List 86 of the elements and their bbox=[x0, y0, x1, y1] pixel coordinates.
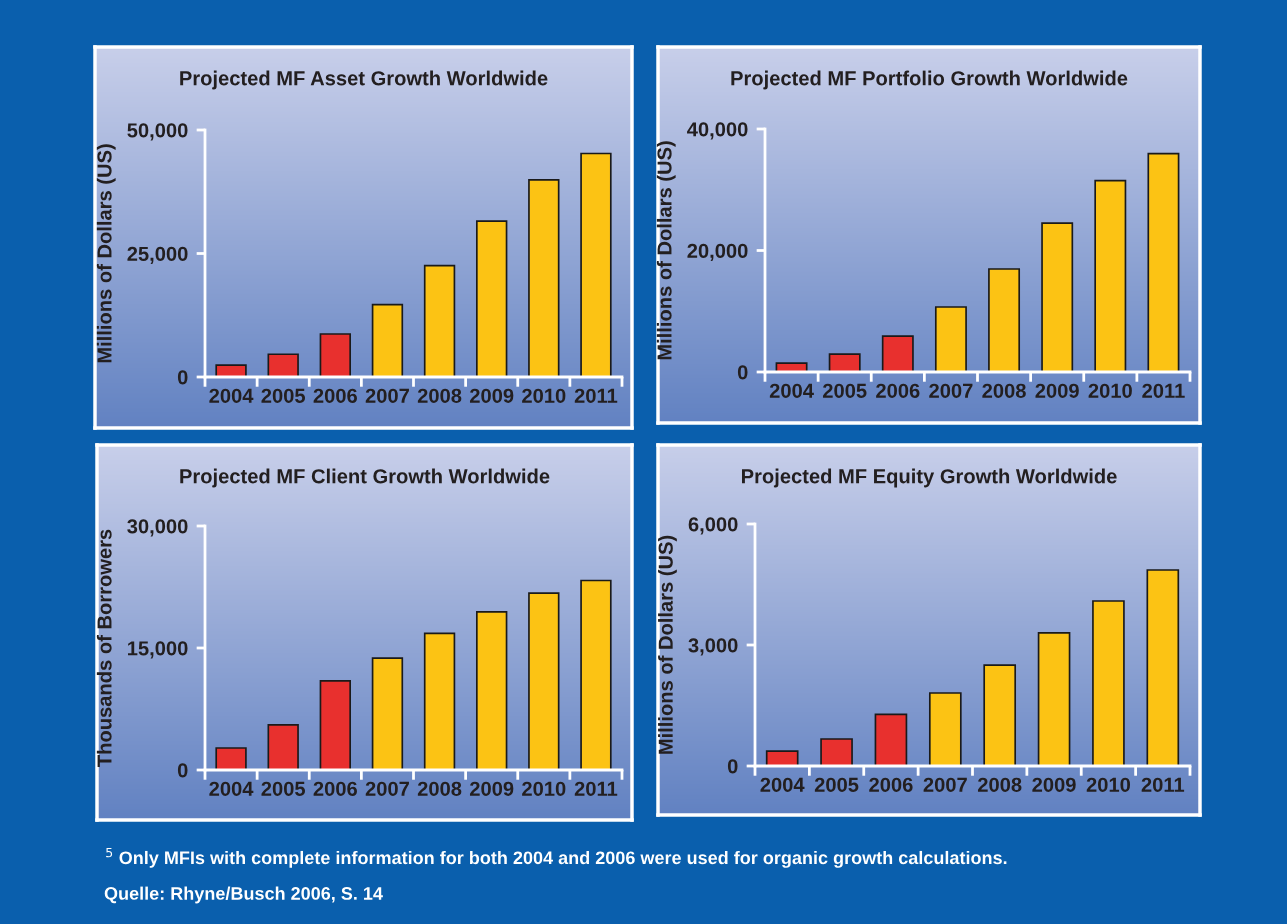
x-tick-label: 2004 bbox=[209, 781, 254, 796]
y-tick-label: 50,000 bbox=[127, 123, 188, 141]
x-tick-label: 2008 bbox=[417, 781, 462, 796]
x-tick-label: 2009 bbox=[469, 388, 514, 403]
x-tick-label: 2006 bbox=[313, 781, 357, 796]
bar bbox=[267, 724, 299, 770]
bar bbox=[319, 333, 352, 377]
source-note: Quelle: Rhyne/Busch 2006, S. 14 bbox=[104, 886, 383, 904]
bar bbox=[828, 353, 861, 372]
x-tick-label: 2005 bbox=[814, 777, 859, 792]
bar bbox=[267, 353, 299, 377]
y-tick-label: 20,000 bbox=[687, 243, 748, 261]
bar bbox=[1146, 569, 1180, 766]
bar bbox=[775, 362, 808, 372]
bar bbox=[580, 152, 612, 377]
bar bbox=[215, 747, 247, 770]
x-tick-label: 2011 bbox=[1142, 383, 1185, 398]
bar bbox=[1041, 222, 1074, 372]
bar bbox=[423, 264, 456, 377]
x-tick-label: 2004 bbox=[760, 777, 805, 792]
x-tick-label: 2009 bbox=[469, 781, 514, 796]
bar bbox=[881, 335, 914, 372]
y-tick-label: 15,000 bbox=[128, 641, 188, 659]
bar bbox=[988, 268, 1021, 372]
bar bbox=[580, 579, 612, 770]
x-tick-label: 2011 bbox=[574, 388, 618, 403]
y-tick-label: 30,000 bbox=[127, 519, 188, 537]
bar bbox=[528, 179, 560, 377]
x-tick-label: 2011 bbox=[574, 781, 618, 796]
bar bbox=[820, 738, 853, 766]
y-tick-label: 40,000 bbox=[687, 122, 748, 140]
chart-title: Projected MF Client Growth Worldwide bbox=[180, 468, 550, 488]
bar bbox=[1037, 632, 1071, 766]
bar bbox=[371, 303, 404, 377]
y-tick-label: 6,000 bbox=[688, 517, 738, 535]
x-tick-label: 2011 bbox=[1141, 777, 1185, 792]
bar bbox=[983, 664, 1017, 766]
x-tick-label: 2004 bbox=[209, 388, 254, 403]
bar bbox=[928, 692, 962, 766]
bar bbox=[934, 306, 967, 372]
x-tick-label: 2007 bbox=[365, 781, 409, 796]
x-tick-label: 2005 bbox=[261, 388, 306, 403]
x-tick-label: 2006 bbox=[876, 383, 920, 398]
bar bbox=[475, 610, 508, 770]
x-tick-label: 2004 bbox=[769, 383, 814, 398]
x-tick-label: 2007 bbox=[365, 388, 409, 403]
bar bbox=[215, 364, 247, 377]
x-tick-label: 2005 bbox=[261, 781, 306, 796]
y-tick-label: 25,000 bbox=[127, 246, 188, 264]
x-tick-label: 2006 bbox=[313, 388, 357, 403]
x-tick-label: 2008 bbox=[417, 388, 462, 403]
x-tick-label: 2008 bbox=[982, 383, 1026, 398]
chart-title: Projected MF Equity Growth Worldwide bbox=[742, 468, 1117, 488]
chart-title: Projected MF Portfolio Growth Worldwide bbox=[731, 70, 1128, 90]
bar bbox=[319, 680, 352, 770]
y-tick-label: 0 bbox=[177, 370, 188, 385]
text: $^{5}$ Only MFIs with complete information for both 2004 and 2006 were used for organic growth calculations. bbox=[106, 847, 1007, 868]
x-tick-label: 2010 bbox=[1088, 383, 1132, 398]
bar bbox=[528, 592, 560, 770]
y-axis-title: Millions of Dollars (US) bbox=[658, 535, 677, 754]
y-axis-title: Millions of Dollars (US) bbox=[96, 144, 116, 363]
x-tick-label: 2010 bbox=[1086, 777, 1131, 792]
y-tick-label: 0 bbox=[737, 365, 748, 380]
y-tick-label: 0 bbox=[177, 763, 188, 778]
bar bbox=[1094, 179, 1127, 372]
chart-title: Projected MF Asset Growth Worldwide bbox=[180, 70, 548, 90]
x-tick-label: 2010 bbox=[522, 781, 566, 796]
bar bbox=[874, 713, 908, 766]
x-tick-label: 2008 bbox=[977, 777, 1022, 792]
y-tick-label: 3,000 bbox=[688, 638, 738, 656]
bar bbox=[423, 632, 456, 770]
x-tick-label: 2009 bbox=[1032, 777, 1076, 792]
bar bbox=[1092, 600, 1125, 766]
y-tick-label: 0 bbox=[727, 759, 738, 774]
x-tick-label: 2007 bbox=[923, 777, 967, 792]
y-axis-title: Millions of Dollars (US) bbox=[656, 141, 676, 360]
bar bbox=[475, 220, 508, 377]
y-axis-title: Thousands of Borrowers bbox=[96, 529, 112, 767]
x-tick-label: 2005 bbox=[822, 383, 867, 398]
x-tick-label: 2010 bbox=[522, 388, 566, 403]
bar bbox=[765, 750, 799, 766]
x-tick-label: 2009 bbox=[1035, 383, 1079, 398]
x-tick-label: 2007 bbox=[929, 383, 973, 398]
x-tick-label: 2006 bbox=[869, 777, 913, 792]
bar bbox=[371, 657, 404, 770]
bar bbox=[1147, 152, 1180, 372]
